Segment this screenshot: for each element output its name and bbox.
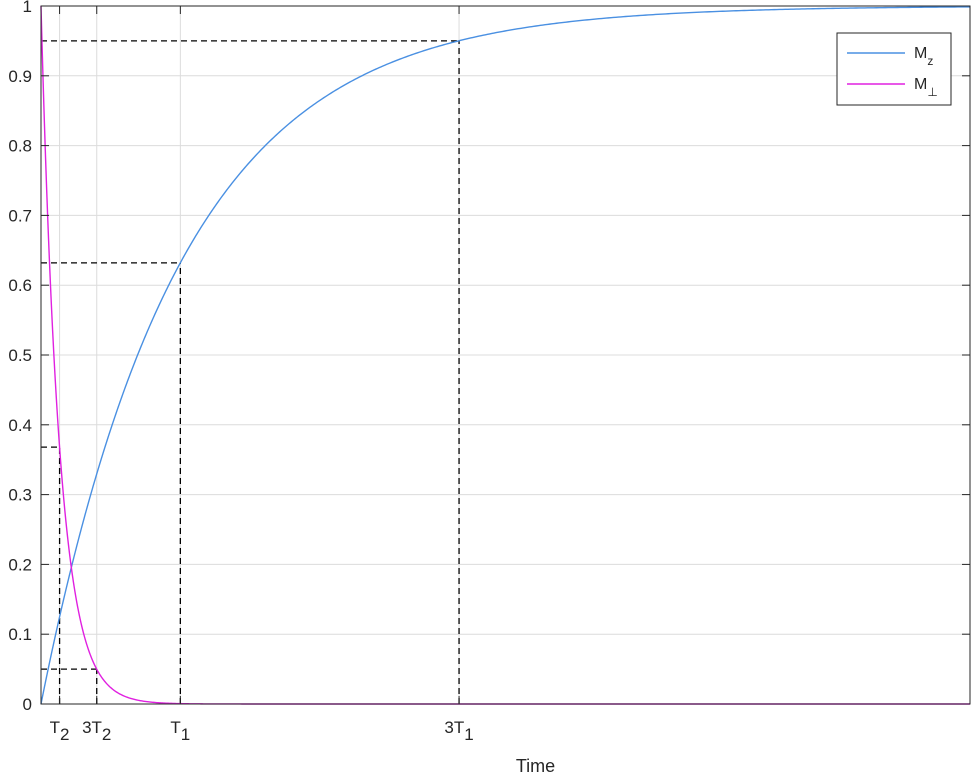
y-tick-label: 0.5: [8, 346, 32, 365]
y-tick-label: 0.4: [8, 416, 32, 435]
legend-entry-label: Mz: [914, 45, 933, 68]
series-line-mz: [40, 6, 971, 705]
y-tick-label: 0.2: [8, 555, 32, 574]
legend[interactable]: Mz M⊥: [836, 32, 952, 106]
y-tick-label: 0.3: [8, 486, 32, 505]
y-tick-label: 0.9: [8, 67, 32, 86]
y-tick-label: 1: [23, 0, 32, 16]
x-axis-title: Time: [516, 756, 555, 776]
tick-layer: [41, 5, 970, 705]
y-tick-label: 0.1: [8, 625, 32, 644]
x-tick-label: 3T2: [82, 718, 111, 744]
legend-box: [836, 32, 952, 106]
x-tick-label: T1: [170, 718, 190, 744]
reference-lines-layer: [41, 40, 460, 704]
x-tick-label: T2: [50, 718, 70, 744]
y-tick-label: 0.8: [8, 137, 32, 156]
tick-labels-layer: 0 0.1 0.2 0.3 0.4 0.5 0.6 0.7 0.8 0.9 1 T2 3T2 T1 3T1: [8, 0, 473, 744]
y-tick-label: 0: [23, 695, 32, 714]
y-tick-label: 0.6: [8, 276, 32, 295]
legend-entry-label: M⊥: [914, 76, 938, 99]
x-tick-label: 3T1: [444, 718, 473, 744]
y-tick-label: 0.7: [8, 206, 32, 225]
